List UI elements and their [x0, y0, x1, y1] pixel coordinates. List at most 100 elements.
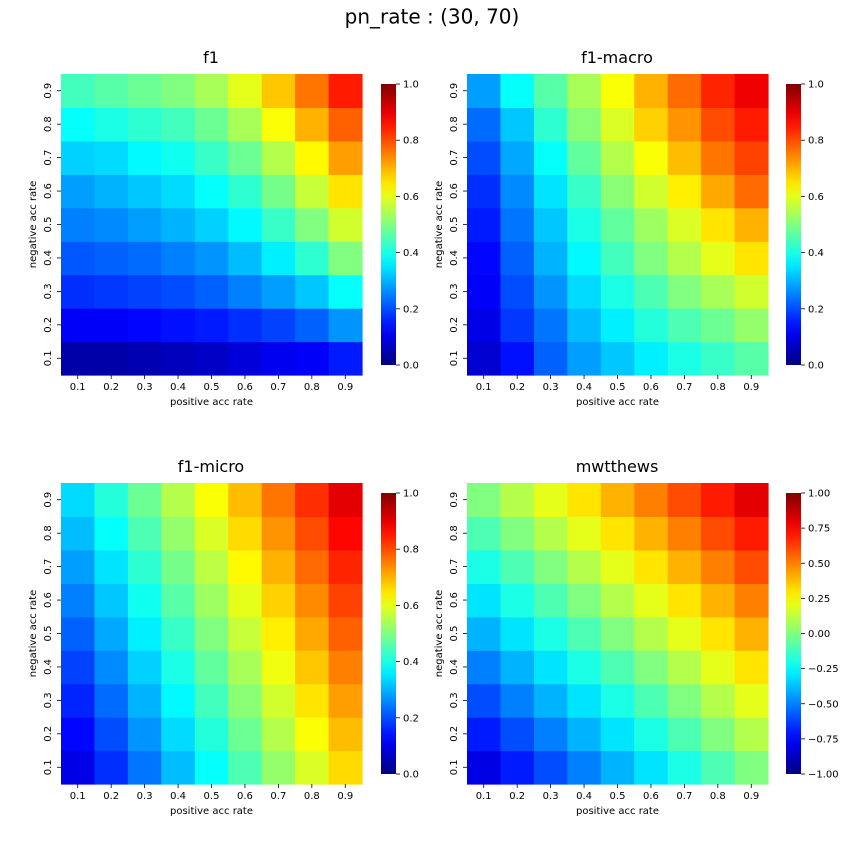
colorbar-tick-label: 1.00 — [808, 489, 830, 500]
y-tick-label: 0.4 — [43, 659, 54, 675]
heatmap-cell — [634, 207, 669, 242]
x-tick-label: 0.3 — [543, 382, 559, 393]
x-tick-label: 0.4 — [170, 791, 186, 802]
x-tick-label: 0.7 — [270, 791, 286, 802]
heatmap-cell — [328, 583, 363, 618]
heatmap-cell — [61, 274, 96, 309]
heatmap-cell — [161, 616, 196, 651]
heatmap-cell — [634, 650, 669, 685]
heatmap-cell — [228, 549, 263, 584]
heatmap-cell — [328, 717, 363, 752]
heatmap-cell — [161, 74, 196, 109]
heatmap-cell — [194, 483, 229, 518]
x-tick-label: 0.2 — [509, 382, 525, 393]
heatmap-cell — [500, 483, 535, 518]
y-tick-label: 0.3 — [43, 283, 54, 299]
heatmap-cell — [194, 207, 229, 242]
heatmap-cell — [261, 74, 296, 109]
y-tick-label: 0.1 — [449, 759, 460, 775]
x-tick-label: 0.6 — [237, 791, 253, 802]
y-tick-label: 0.2 — [43, 726, 54, 742]
heatmap-cell — [734, 583, 769, 618]
x-tick-label: 0.3 — [543, 791, 559, 802]
heatmap-cell — [667, 140, 702, 175]
heatmap-cells — [61, 483, 363, 785]
heatmap-cell — [228, 341, 263, 376]
heatmap-cell — [194, 74, 229, 109]
y-tick-label: 0.6 — [449, 592, 460, 608]
x-tick-label: 0.4 — [576, 791, 592, 802]
x-tick-label: 0.2 — [103, 382, 119, 393]
heatmap-cell — [127, 583, 162, 618]
heatmap-cell — [467, 683, 502, 718]
heatmap-cell — [467, 207, 502, 242]
heatmap-cell — [328, 308, 363, 343]
heatmap-cell — [500, 516, 535, 551]
heatmap-cell — [734, 207, 769, 242]
heatmap-cell — [734, 717, 769, 752]
x-tick-label: 0.4 — [576, 382, 592, 393]
heatmap-cell — [467, 107, 502, 142]
heatmap-cell — [161, 650, 196, 685]
x-tick-label: 0.8 — [710, 382, 726, 393]
heatmap-cell — [600, 174, 635, 209]
colorbar-tick-label: 0.0 — [403, 770, 419, 781]
heatmap-cell — [567, 516, 602, 551]
heatmap-cell — [567, 750, 602, 785]
heatmap-cell — [701, 549, 736, 584]
heatmap-cell — [127, 308, 162, 343]
heatmap-cell — [194, 241, 229, 276]
x-tick-label: 0.3 — [137, 382, 153, 393]
heatmap-cell — [295, 650, 330, 685]
heatmap-cell — [701, 140, 736, 175]
heatmap-cell — [600, 683, 635, 718]
heatmap-cell — [295, 616, 330, 651]
colorbar-tick-label: −1.00 — [808, 770, 839, 781]
heatmap-cell — [94, 140, 129, 175]
heatmap-cell — [295, 341, 330, 376]
heatmap-cell — [328, 207, 363, 242]
heatmap-cell — [161, 308, 196, 343]
heatmap-cell — [734, 174, 769, 209]
y-tick-label: 0.8 — [449, 116, 460, 132]
heatmap-cell — [295, 308, 330, 343]
y-tick-label: 0.6 — [449, 183, 460, 199]
heatmap-cell — [194, 107, 229, 142]
colorbar-tick-label: −0.25 — [808, 664, 839, 675]
heatmap-cell — [295, 717, 330, 752]
heatmap-cell — [328, 750, 363, 785]
y-tick-label: 0.5 — [43, 217, 54, 233]
heatmap-cell — [94, 583, 129, 618]
y-tick-label: 0.9 — [449, 83, 460, 99]
heatmap-cell — [734, 140, 769, 175]
heatmap-cell — [467, 308, 502, 343]
heatmap-cell — [194, 516, 229, 551]
heatmap-cell — [533, 616, 568, 651]
heatmap-cell — [228, 516, 263, 551]
colorbar-tick-label: 0.8 — [403, 136, 419, 147]
heatmap-panel-3: f1-micro 0.1 0.2 0.3 0.4 0.5 0.6 0.7 0.8 0.9 0.1 0.… — [28, 457, 419, 817]
y-tick-label: 0.8 — [43, 116, 54, 132]
heatmap-cell — [467, 616, 502, 651]
heatmap-cell — [500, 241, 535, 276]
heatmap-cell — [734, 650, 769, 685]
heatmap-cell — [94, 516, 129, 551]
x-tick-label: 0.5 — [204, 382, 220, 393]
heatmap-cell — [127, 107, 162, 142]
panel-title: f1-micro — [178, 457, 244, 476]
colorbar-tick-label: 0.0 — [808, 361, 824, 372]
heatmap-cell — [61, 207, 96, 242]
heatmap-cell — [701, 107, 736, 142]
y-tick-label: 0.6 — [43, 592, 54, 608]
heatmap-cell — [161, 207, 196, 242]
heatmap-cell — [161, 516, 196, 551]
heatmap-cell — [94, 717, 129, 752]
heatmap-cell — [734, 483, 769, 518]
heatmap-cell — [567, 207, 602, 242]
heatmap-cell — [295, 483, 330, 518]
heatmap-cell — [127, 174, 162, 209]
heatmap-cell — [261, 308, 296, 343]
x-tick-label: 0.2 — [103, 791, 119, 802]
y-tick-label: 0.2 — [43, 317, 54, 333]
x-tick-label: 0.9 — [743, 382, 759, 393]
